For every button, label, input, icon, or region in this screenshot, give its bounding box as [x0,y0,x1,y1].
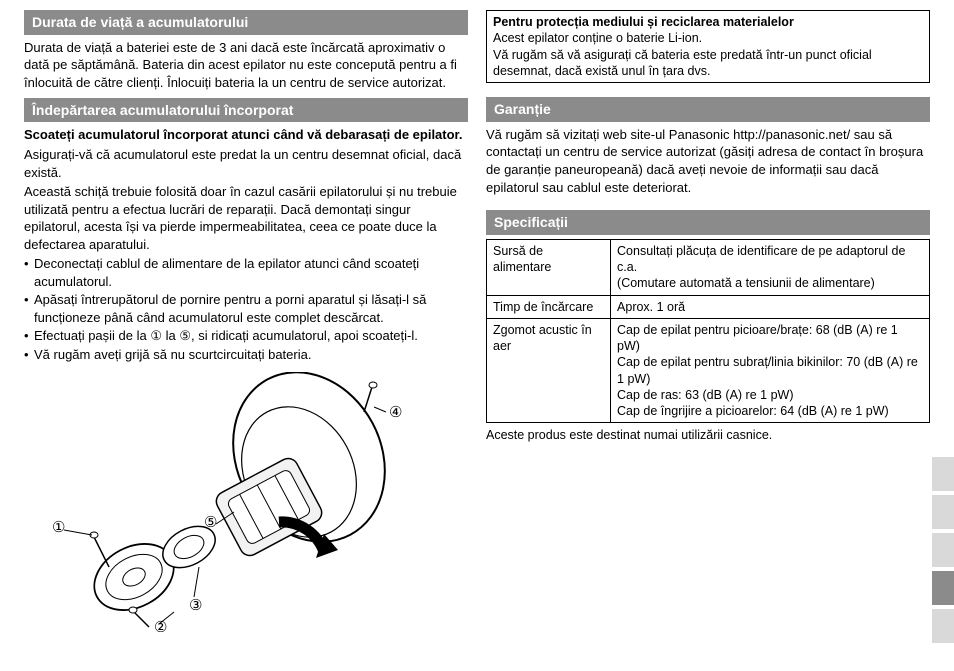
heading-warranty: Garanție [486,97,930,122]
bold-remove-instruction: Scoateți acumulatorul încorporat atunci … [24,126,468,144]
screw-icon [129,607,149,627]
notice-line: Acest epilator conține o baterie Li-ion. [493,30,923,46]
spec-value: Cap de epilat pentru picioare/brațe: 68 … [611,318,930,423]
paragraph-remove-b: Această schiță trebuie folosită doar în … [24,183,468,253]
heading-specifications: Specificații [486,210,930,235]
spec-value-line: Cap de epilat pentru picioare/brațe: 68 … [617,322,923,355]
bullet-text: Efectuați pașii de la ① la ⑤, si ridicaț… [34,327,468,345]
spec-label: Timp de încărcare [487,295,611,318]
screw-icon [90,532,109,567]
bullet-text: Apăsați întrerupătorul de pornire pentru… [34,291,468,326]
edge-tab [932,609,954,643]
diagram-label-1: ① [52,519,65,536]
table-row: Timp de încărcare Aprox. 1 oră [487,295,930,318]
heading-battery-life: Durata de viață a acumulatorului [24,10,468,35]
spec-value: Aprox. 1 oră [611,295,930,318]
exploded-view-diagram: ① ② ③ ④ ⑤ [24,372,444,632]
spec-value-line: Cap de ras: 63 (dB (A) re 1 pW) [617,387,923,403]
bullet-dot-icon: • [24,255,34,290]
diagram-label-2: ② [154,619,167,632]
spec-label: Sursă de alimentare [487,239,611,295]
spec-value-line: Consultați plăcuța de identificare de pe… [617,243,923,276]
paragraph-battery-life: Durata de viață a bateriei este de 3 ani… [24,39,468,92]
table-row: Zgomot acustic în aer Cap de epilat pent… [487,318,930,423]
left-column: Durata de viață a acumulatorului Durata … [24,10,468,632]
notice-line: Vă rugăm să vă asigurați că bateria este… [493,47,923,80]
spec-value-line: Cap de îngrijire a picioarelor: 64 (dB (… [617,403,923,419]
edge-tab-active [932,571,954,605]
notice-title: Pentru protecția mediului și reciclarea … [493,14,923,30]
bullet-dot-icon: • [24,346,34,364]
bullet-item: • Apăsați întrerupătorul de pornire pent… [24,291,468,326]
spec-value: Consultați plăcuța de identificare de pe… [611,239,930,295]
spec-value-line: Aprox. 1 oră [617,299,923,315]
edge-tab [932,457,954,491]
bullet-list: • Deconectați cablul de alimentare de la… [24,255,468,363]
edge-tab [932,533,954,567]
page-root: Durata de viață a acumulatorului Durata … [0,0,954,642]
edge-tab [932,495,954,529]
edge-tabs [932,453,954,643]
environment-notice-box: Pentru protecția mediului și reciclarea … [486,10,930,83]
bullet-item: • Vă rugăm aveți grijă să nu scurtcircui… [24,346,468,364]
spec-value-line: Cap de epilat pentru subraț/linia bikini… [617,354,923,387]
diagram-label-3: ③ [189,597,202,614]
bullet-item: • Deconectați cablul de alimentare de la… [24,255,468,290]
diagram-label-4: ④ [389,404,402,421]
spec-label: Zgomot acustic în aer [487,318,611,423]
bullet-text: Deconectați cablul de alimentare de la e… [34,255,468,290]
footnote: Aceste produs este destinat numai utiliz… [486,427,930,444]
spec-table: Sursă de alimentare Consultați plăcuța d… [486,239,930,424]
table-row: Sursă de alimentare Consultați plăcuța d… [487,239,930,295]
paragraph-remove-a: Asigurați-vă că acumulatorul este predat… [24,146,468,181]
bullet-dot-icon: • [24,291,34,326]
diagram-label-5: ⑤ [204,514,217,531]
heading-remove-battery: Îndepărtarea acumulatorului încorporat [24,98,468,123]
bullet-dot-icon: • [24,327,34,345]
spec-value-line: (Comutare automată a tensiunii de alimen… [617,275,923,291]
paragraph-warranty: Vă rugăm să vizitați web site-ul Panason… [486,126,930,196]
right-column: Pentru protecția mediului și reciclarea … [486,10,930,632]
bullet-item: • Efectuați pașii de la ① la ⑤, si ridic… [24,327,468,345]
bullet-text: Vă rugăm aveți grijă să nu scurtcircuita… [34,346,468,364]
